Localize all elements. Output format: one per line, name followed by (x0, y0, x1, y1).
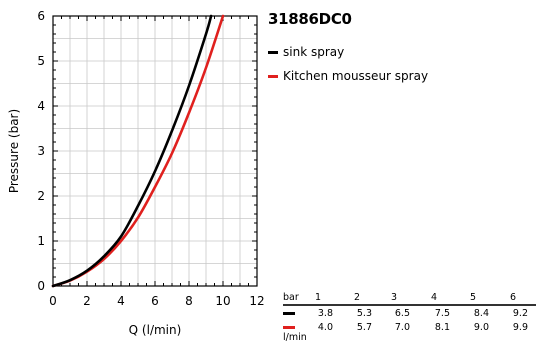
table-cell: 7.0 (394, 322, 410, 333)
y-tick-label: 1 (37, 234, 45, 248)
table-cell: 9.2 (512, 308, 528, 319)
legend-swatch-red (268, 74, 278, 78)
table-header-label: bar (283, 292, 299, 303)
table-cell: 8.4 (473, 308, 489, 319)
table-header-cell: 6 (509, 292, 516, 303)
y-tick-label: 0 (37, 279, 45, 293)
table-cell: 5.7 (356, 322, 372, 333)
y-tick-label: 3 (37, 144, 45, 158)
table-header-cell: 3 (390, 292, 397, 303)
legend-item-sink-spray: sink spray (268, 45, 344, 59)
table-divider (283, 304, 536, 306)
y-tick-label: 5 (37, 54, 45, 68)
table-swatch-black (283, 312, 295, 315)
table-header-cell: 2 (353, 292, 360, 303)
table-cell: 5.3 (356, 308, 372, 319)
table-unit-label: l/min (283, 332, 307, 343)
x-tick-label: 6 (151, 294, 159, 308)
table-cell: 9.0 (473, 322, 489, 333)
table-cell: 6.5 (394, 308, 410, 319)
table-header-cell: 4 (430, 292, 437, 303)
x-tick-label: 2 (83, 294, 91, 308)
table-cell: 4.0 (317, 322, 333, 333)
x-axis-label: Q (l/min) (129, 323, 182, 337)
y-tick-label: 6 (37, 9, 45, 23)
y-tick-label: 4 (37, 99, 45, 113)
legend-swatch-black (268, 50, 278, 54)
legend-item-kitchen-mousseur-spray: Kitchen mousseur spray (268, 69, 428, 83)
x-tick-label: 8 (185, 294, 193, 308)
y-tick-label: 2 (37, 189, 45, 203)
table-cell: 7.5 (434, 308, 450, 319)
x-tick-label: 10 (215, 294, 230, 308)
table-cell: 3.8 (317, 308, 333, 319)
x-tick-label: 12 (249, 294, 264, 308)
table-swatch-red (283, 326, 295, 329)
table-cell: 9.9 (512, 322, 528, 333)
x-tick-label: 0 (49, 294, 57, 308)
table-header-cell: 1 (314, 292, 321, 303)
x-tick-label: 4 (117, 294, 125, 308)
chart-title: 31886DC0 (268, 10, 352, 28)
legend-label-sink-spray: sink spray (283, 45, 345, 59)
table-cell: 8.1 (434, 322, 450, 333)
table-header-cell: 5 (469, 292, 476, 303)
series-line-sink-spray (51, 14, 213, 288)
y-axis-label: Pressure (bar) (7, 109, 21, 193)
legend-label-kitchen-mousseur-spray: Kitchen mousseur spray (283, 69, 429, 83)
